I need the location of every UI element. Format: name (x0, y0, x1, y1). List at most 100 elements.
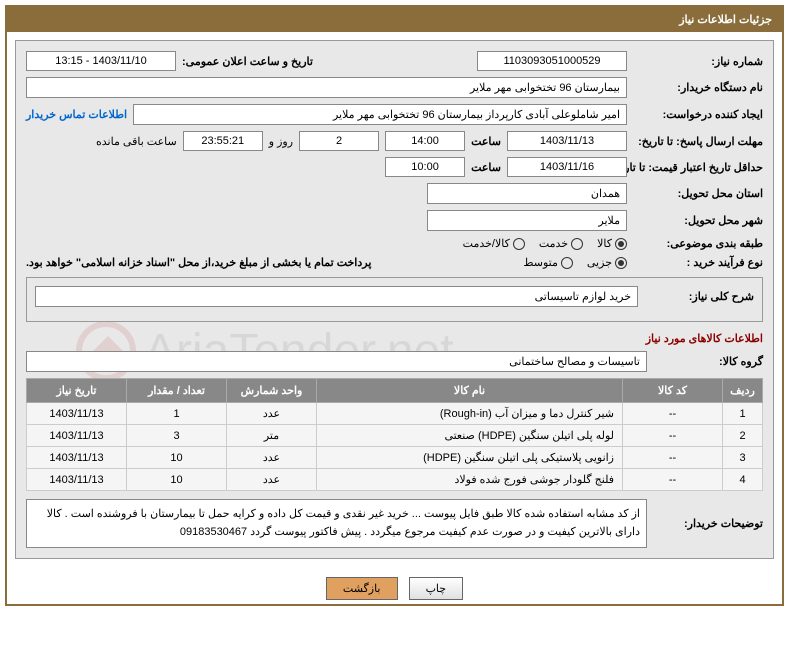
table-cell: 1 (127, 403, 227, 425)
creator-value: امیر شاملوعلی آبادی کارپرداز بیمارستان 9… (133, 104, 627, 125)
city-label: شهر محل تحویل: (633, 214, 763, 227)
buyer-org-label: نام دستگاه خریدار: (633, 81, 763, 94)
row-province: استان محل تحویل: همدان (26, 183, 763, 204)
table-header-3: واحد شمارش (227, 379, 317, 403)
province-value: همدان (427, 183, 627, 204)
buyer-org-value: بیمارستان 96 تختخوابی مهر ملایر (26, 77, 627, 98)
radio-dot-icon (615, 238, 627, 250)
row-buyer-desc: توضیحات خریدار: از کد مشابه استفاده شده … (26, 499, 763, 548)
table-cell: 3 (723, 447, 763, 469)
table-cell: 4 (723, 469, 763, 491)
purchase-radio-group: جزیی متوسط (523, 256, 627, 269)
table-cell: 3 (127, 425, 227, 447)
row-buyer-org: نام دستگاه خریدار: بیمارستان 96 تختخوابی… (26, 77, 763, 98)
radio-label: متوسط (523, 256, 558, 269)
radio-dot-icon (561, 257, 573, 269)
buyer-desc-value: از کد مشابه استفاده شده کالا طبق فایل پی… (26, 499, 647, 548)
table-cell: -- (623, 447, 723, 469)
back-button[interactable]: بازگشت (326, 577, 398, 600)
table-header-2: نام کالا (317, 379, 623, 403)
main-panel: جزئیات اطلاعات نیاز AriaTender.net شماره… (5, 5, 784, 606)
summary-value: خرید لوازم تاسیساتی (35, 286, 638, 307)
creator-label: ایجاد کننده درخواست: (633, 108, 763, 121)
summary-label: شرح کلی نیاز: (644, 290, 754, 303)
province-label: استان محل تحویل: (633, 187, 763, 200)
time-label-1: ساعت (471, 135, 501, 148)
purchase-radio-0[interactable]: جزیی (587, 256, 627, 269)
validity-label: حداقل تاریخ اعتبار قیمت: تا تاریخ: (633, 161, 763, 174)
table-cell: فلنج گلودار جوشی فورج شده فولاد (317, 469, 623, 491)
row-purchase-type: نوع فرآیند خرید : جزیی متوسط پرداخت تمام … (26, 256, 763, 269)
radio-label: کالا (597, 237, 612, 250)
group-value: تاسیسات و مصالح ساختمانی (26, 351, 647, 372)
panel-title: جزئیات اطلاعات نیاز (679, 14, 772, 26)
city-value: ملایر (427, 210, 627, 231)
countdown-text: ساعت باقی مانده (96, 135, 177, 148)
need-number-value: 1103093051000529 (477, 51, 627, 71)
table-cell: 1403/11/13 (27, 403, 127, 425)
announce-date-value: 1403/11/10 - 13:15 (26, 51, 176, 71)
table-cell: 1403/11/13 (27, 425, 127, 447)
row-group: گروه کالا: تاسیسات و مصالح ساختمانی (26, 351, 763, 372)
category-radio-group: کالا خدمت کالا/خدمت (463, 237, 627, 250)
category-radio-2[interactable]: کالا/خدمت (463, 237, 525, 250)
radio-label: جزیی (587, 256, 612, 269)
table-cell: 10 (127, 447, 227, 469)
validity-time-value: 10:00 (385, 157, 465, 177)
announce-date-label: تاریخ و ساعت اعلان عمومی: (182, 55, 313, 68)
validity-date-value: 1403/11/16 (507, 157, 627, 177)
table-row: 4--فلنج گلودار جوشی فورج شده فولادعدد101… (27, 469, 763, 491)
purchase-type-label: نوع فرآیند خرید : (633, 256, 763, 269)
radio-dot-icon (615, 257, 627, 269)
table-row: 3--زانویی پلاستیکی پلی اتیلن سنگین (HDPE… (27, 447, 763, 469)
table-cell: لوله پلی اتیلن سنگین (HDPE) صنعتی (317, 425, 623, 447)
table-header-5: تاریخ نیاز (27, 379, 127, 403)
radio-dot-icon (571, 238, 583, 250)
deadline-time-value: 14:00 (385, 131, 465, 151)
print-button[interactable]: چاپ (409, 577, 464, 600)
goods-table: ردیفکد کالانام کالاواحد شمارشتعداد / مقد… (26, 378, 763, 491)
table-cell: 2 (723, 425, 763, 447)
group-label: گروه کالا: (653, 355, 763, 368)
category-radio-1[interactable]: خدمت (539, 237, 583, 250)
row-deadline: مهلت ارسال پاسخ: تا تاریخ: 1403/11/13 سا… (26, 131, 763, 151)
table-cell: 10 (127, 469, 227, 491)
row-need-number: شماره نیاز: 1103093051000529 تاریخ و ساع… (26, 51, 763, 71)
table-header-0: ردیف (723, 379, 763, 403)
buyer-desc-label: توضیحات خریدار: (653, 499, 763, 548)
summary-fieldset: شرح کلی نیاز: خرید لوازم تاسیساتی (26, 277, 763, 322)
time-label-2: ساعت (471, 161, 501, 174)
table-cell: 1403/11/13 (27, 469, 127, 491)
table-row: 2--لوله پلی اتیلن سنگین (HDPE) صنعتیمتر3… (27, 425, 763, 447)
radio-label: کالا/خدمت (463, 237, 510, 250)
table-cell: متر (227, 425, 317, 447)
purchase-radio-1[interactable]: متوسط (523, 256, 573, 269)
panel-header: جزئیات اطلاعات نیاز (7, 7, 782, 32)
days-count-value: 2 (299, 131, 379, 151)
payment-note: پرداخت تمام یا بخشی از مبلغ خرید،از محل … (26, 256, 371, 269)
table-cell: -- (623, 403, 723, 425)
contact-link[interactable]: اطلاعات تماس خریدار (26, 108, 127, 121)
table-cell: 1 (723, 403, 763, 425)
deadline-date-value: 1403/11/13 (507, 131, 627, 151)
panel-body: AriaTender.net شماره نیاز: 1103093051000… (15, 40, 774, 559)
table-header-4: تعداد / مقدار (127, 379, 227, 403)
table-header-1: کد کالا (623, 379, 723, 403)
days-text: روز و (269, 135, 293, 148)
table-cell: عدد (227, 447, 317, 469)
row-validity: حداقل تاریخ اعتبار قیمت: تا تاریخ: 1403/… (26, 157, 763, 177)
row-city: شهر محل تحویل: ملایر (26, 210, 763, 231)
table-cell: -- (623, 469, 723, 491)
deadline-label: مهلت ارسال پاسخ: تا تاریخ: (633, 135, 763, 148)
table-cell: 1403/11/13 (27, 447, 127, 469)
table-cell: عدد (227, 403, 317, 425)
table-cell: شیر کنترل دما و میزان آب (Rough-in) (317, 403, 623, 425)
radio-dot-icon (513, 238, 525, 250)
table-cell: عدد (227, 469, 317, 491)
countdown-value: 23:55:21 (183, 131, 263, 151)
need-number-label: شماره نیاز: (633, 55, 763, 68)
radio-label: خدمت (539, 237, 568, 250)
table-cell: زانویی پلاستیکی پلی اتیلن سنگین (HDPE) (317, 447, 623, 469)
category-radio-0[interactable]: کالا (597, 237, 627, 250)
row-category: طبقه بندی موضوعی: کالاخدمتکالا/خدمت (26, 237, 763, 250)
